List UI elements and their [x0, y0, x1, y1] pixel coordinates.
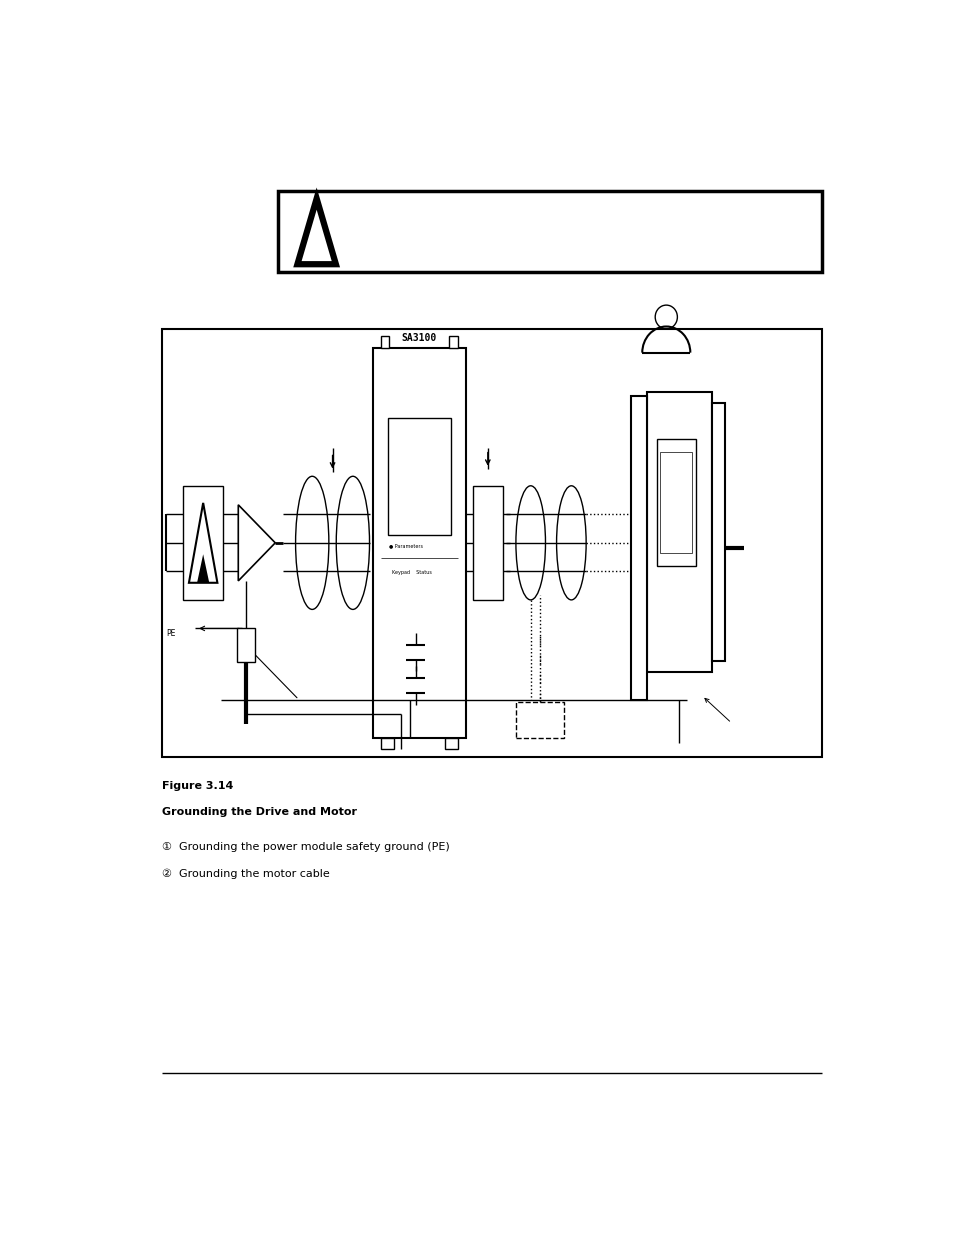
Bar: [656, 440, 695, 566]
Bar: [659, 452, 691, 553]
Text: Figure 3.14: Figure 3.14: [162, 781, 233, 790]
Bar: [388, 419, 451, 535]
Text: ②  Grounding the motor cable: ② Grounding the motor cable: [162, 869, 330, 879]
Ellipse shape: [556, 485, 585, 600]
Text: ● Parameters: ● Parameters: [389, 543, 423, 548]
Bar: [380, 737, 394, 750]
Text: ①  Grounding the power module safety ground (PE): ① Grounding the power module safety grou…: [162, 842, 450, 852]
Bar: [162, 329, 821, 757]
Bar: [449, 336, 457, 348]
Polygon shape: [297, 199, 335, 264]
Bar: [630, 395, 646, 700]
Ellipse shape: [335, 477, 369, 609]
Bar: [236, 629, 254, 662]
Bar: [380, 336, 389, 348]
Bar: [444, 737, 457, 750]
Bar: [646, 391, 711, 672]
Text: PE: PE: [166, 629, 175, 637]
Bar: [711, 403, 724, 661]
Polygon shape: [197, 555, 209, 583]
Text: Grounding the Drive and Motor: Grounding the Drive and Motor: [162, 808, 356, 818]
Ellipse shape: [295, 477, 329, 609]
Bar: [183, 485, 223, 600]
Text: Keypad    Status: Keypad Status: [389, 571, 432, 576]
Bar: [373, 348, 465, 737]
Bar: [473, 485, 502, 600]
Polygon shape: [238, 505, 275, 580]
Text: SA3100: SA3100: [401, 333, 436, 343]
Ellipse shape: [516, 485, 545, 600]
Polygon shape: [189, 503, 217, 583]
Bar: [516, 701, 563, 737]
Bar: [278, 191, 821, 272]
